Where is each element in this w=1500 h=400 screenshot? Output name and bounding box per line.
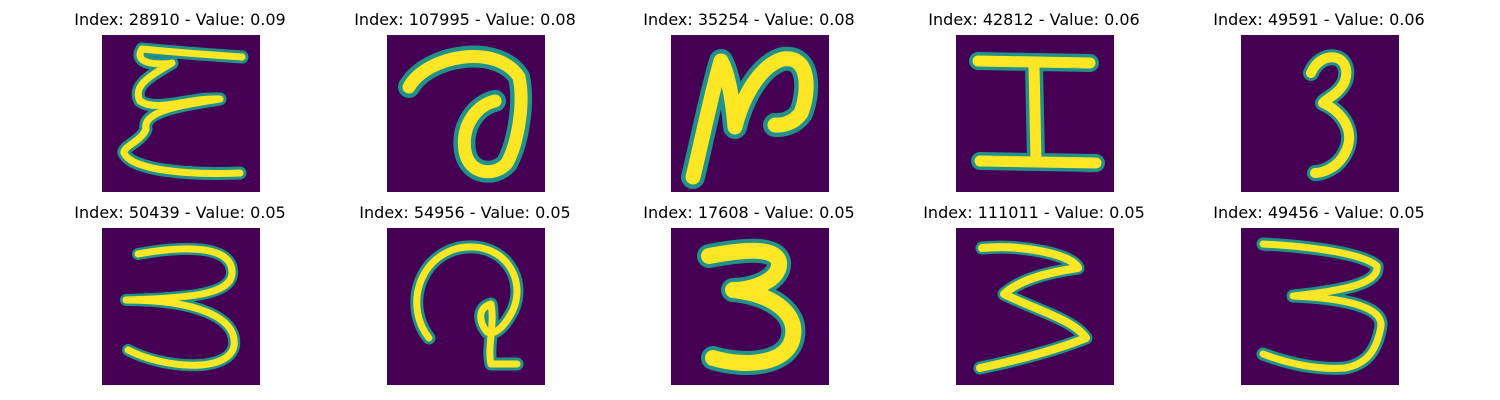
panel-title: Index: 28910 - Value: 0.09: [74, 10, 286, 29]
panel-9: Index: 111011 - Value: 0.05: [884, 193, 1184, 386]
digit-3-glyph: [973, 240, 1093, 375]
digit-N-glyph: [681, 46, 819, 189]
digit-3-glyph: [697, 238, 806, 375]
panel-title: Index: 35254 - Value: 0.08: [643, 10, 855, 29]
panel-title: Index: 107995 - Value: 0.08: [354, 10, 576, 29]
panel-6: Index: 50439 - Value: 0.05: [30, 193, 330, 386]
digit-image: [1241, 35, 1399, 192]
panel-title: Index: 54956 - Value: 0.05: [359, 203, 571, 222]
panel-10: Index: 49456 - Value: 0.05: [1169, 193, 1469, 386]
panel-title: Index: 49456 - Value: 0.05: [1213, 203, 1425, 222]
digit-3-glyph: [1256, 237, 1388, 375]
digit-E-glyph: [117, 42, 249, 180]
digit-I-glyph: [969, 52, 1105, 172]
panel-5: Index: 49591 - Value: 0.06: [1169, 0, 1469, 193]
panel-title: Index: 42812 - Value: 0.06: [928, 10, 1140, 29]
digit-image: [1241, 228, 1399, 385]
digit-a-glyph: [398, 45, 533, 183]
digit-image: [956, 35, 1114, 192]
panel-title: Index: 49591 - Value: 0.06: [1213, 10, 1425, 29]
panel-4: Index: 42812 - Value: 0.06: [884, 0, 1184, 193]
digit-image: [102, 35, 260, 192]
digit-3-glyph: [1303, 49, 1358, 181]
panel-7: Index: 54956 - Value: 0.05: [315, 193, 615, 386]
panel-title: Index: 50439 - Value: 0.05: [74, 203, 286, 222]
panel-title: Index: 17608 - Value: 0.05: [643, 203, 855, 222]
digit-image: [102, 228, 260, 385]
panel-title: Index: 111011 - Value: 0.05: [923, 203, 1145, 222]
digit-image: [671, 228, 829, 385]
panel-3: Index: 35254 - Value: 0.08: [599, 0, 899, 193]
digit-image: [387, 35, 545, 192]
panel-8: Index: 17608 - Value: 0.05: [599, 193, 899, 386]
digit-image: [956, 228, 1114, 385]
digit-3-glyph: [120, 242, 241, 372]
panel-1: Index: 28910 - Value: 0.09: [30, 0, 330, 193]
digit-2-glyph: [410, 240, 524, 371]
panel-2: Index: 107995 - Value: 0.08: [315, 0, 615, 193]
digit-image: [387, 228, 545, 385]
digit-image: [671, 35, 829, 192]
